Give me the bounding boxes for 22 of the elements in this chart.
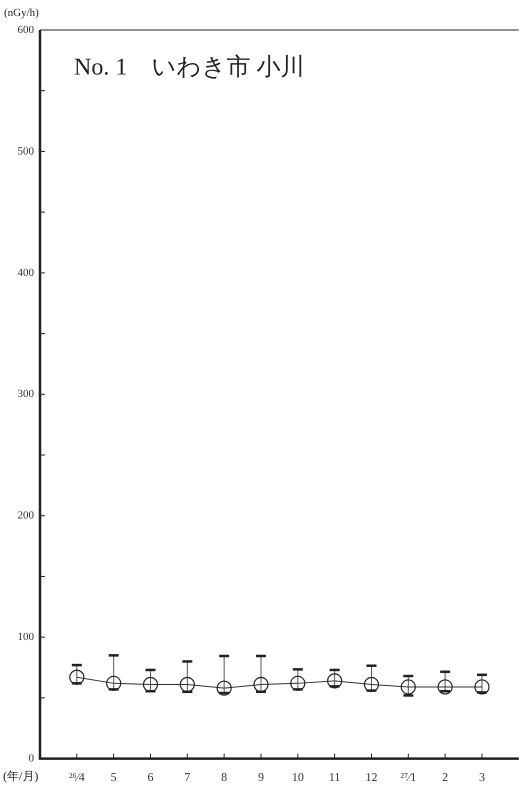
x-tick-label: 2 [442, 770, 448, 784]
x-tick-label: 9 [258, 770, 264, 784]
x-tick-label: 6 [147, 770, 154, 784]
y-tick-label: 500 [18, 145, 34, 158]
x-tick-label: 5 [110, 770, 117, 784]
text: No. 1 いわき市 小川 [74, 53, 304, 80]
x-tick-label: ²⁷⁄1 [400, 770, 416, 784]
y-tick-label: 600 [18, 24, 34, 36]
y-tick-label: 100 [18, 631, 34, 644]
y-tick-label: 400 [18, 266, 34, 279]
x-tick-label: 10 [292, 770, 304, 784]
y-tick-label: 0 [28, 752, 34, 764]
x-axis-title: (年/月) [3, 768, 38, 783]
x-tick-label: ²⁶⁄4 [68, 770, 85, 784]
y-axis-title: (nGy/h) [4, 7, 40, 19]
x-tick-label: 3 [478, 770, 485, 784]
y-tick-label: 300 [18, 388, 34, 400]
y-tick-label: 200 [18, 510, 34, 522]
x-tick-label: 8 [221, 770, 228, 784]
x-tick-label: 11 [328, 770, 340, 784]
x-tick-label: 7 [184, 770, 190, 784]
x-tick-label: 12 [365, 770, 378, 784]
